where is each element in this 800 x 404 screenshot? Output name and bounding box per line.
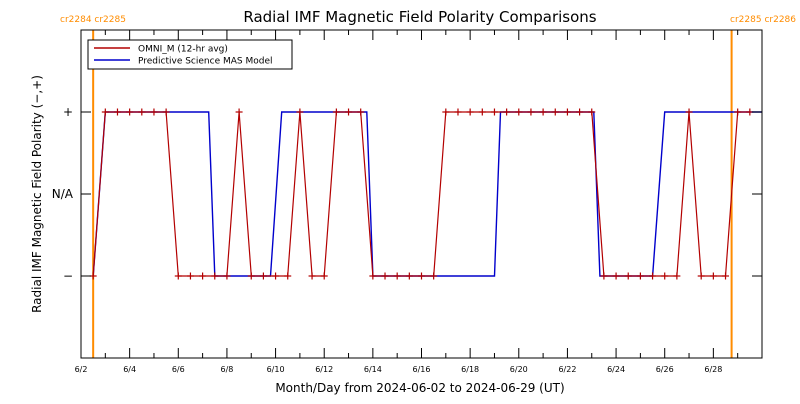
omni-data-point: [320, 272, 328, 280]
omni-data-point: [588, 108, 596, 116]
x-tick-label: 6/8: [220, 365, 233, 374]
x-tick-label: 6/20: [510, 365, 528, 374]
omni-data-point: [101, 108, 109, 116]
omni-data-point: [612, 272, 620, 280]
omni-data-point: [247, 272, 255, 280]
x-tick-label: 6/26: [656, 365, 674, 374]
omni-data-point: [685, 108, 693, 116]
omni-data-point: [235, 108, 243, 116]
x-tick-label: 6/4: [123, 365, 136, 374]
omni-data-point: [466, 108, 474, 116]
x-axis-label: Month/Day from 2024-06-02 to 2024-06-29 …: [275, 381, 564, 395]
omni-data-point: [722, 272, 730, 280]
omni-data-point: [186, 272, 194, 280]
omni-data-point: [126, 108, 134, 116]
omni-data-point: [308, 272, 316, 280]
x-tick-label: 6/16: [413, 365, 431, 374]
omni-data-point: [150, 108, 158, 116]
omni-data-point: [381, 272, 389, 280]
omni-data-point: [369, 272, 377, 280]
carrington-label-right: cr2285 cr2286: [730, 15, 796, 25]
omni-data-point: [503, 108, 511, 116]
y-tick-label: +: [63, 105, 73, 119]
omni-data-point: [490, 108, 498, 116]
omni-data-point: [661, 272, 669, 280]
legend-label: OMNI_M (12-hr avg): [138, 45, 228, 55]
omni-data-point: [393, 272, 401, 280]
legend: OMNI_M (12-hr avg) Predictive Science MAS…: [87, 39, 293, 70]
omni-data-point: [649, 272, 657, 280]
omni-data-point: [162, 108, 170, 116]
x-tick-label: 6/24: [607, 365, 625, 374]
omni-data-point: [113, 108, 121, 116]
omni-data-point: [636, 272, 644, 280]
omni-data-point: [211, 272, 219, 280]
omni-data-point: [430, 272, 438, 280]
omni-data-point: [296, 108, 304, 116]
omni-data-point: [709, 272, 717, 280]
omni-data-point: [527, 108, 535, 116]
omni-data-point: [332, 108, 340, 116]
omni-data-point: [563, 108, 571, 116]
x-tick-label: 6/2: [75, 365, 88, 374]
y-tick-label: N/A: [52, 187, 74, 201]
omni-data-point: [442, 108, 450, 116]
omni-data-point: [418, 272, 425, 280]
omni-data-point: [515, 108, 523, 116]
omni-data-point: [272, 272, 280, 280]
omni-data-point: [284, 272, 292, 280]
x-tick-label: 6/6: [172, 365, 185, 374]
plot-area: [81, 30, 762, 358]
carrington-label-left: cr2284 cr2285: [60, 15, 126, 25]
omni-data-point: [223, 272, 231, 280]
omni-data-point: [345, 108, 353, 116]
x-tick-label: 6/10: [267, 365, 285, 374]
x-tick-label: 6/18: [461, 365, 479, 374]
omni-data-point: [600, 272, 608, 280]
omni-data-point: [138, 108, 146, 116]
legend-label: Predictive Science MAS Model: [138, 57, 273, 67]
chart-title: Radial IMF Magnetic Field Polarity Compa…: [243, 8, 596, 26]
omni-data-point: [174, 272, 182, 280]
omni-data-point: [539, 108, 547, 116]
omni-data-point: [259, 272, 267, 280]
x-tick-label: 6/22: [558, 365, 576, 374]
omni-data-point: [576, 108, 584, 116]
y-axis-label: Radial IMF Magnetic Field Polarity (−,+): [30, 75, 44, 313]
y-tick-label: −: [63, 269, 73, 283]
omni-data-point: [357, 108, 365, 116]
x-tick-label: 6/12: [315, 365, 333, 374]
legend-box: [87, 39, 293, 70]
omni-data-point: [697, 272, 705, 280]
omni-data-point: [551, 108, 559, 116]
omni-data-point: [673, 272, 681, 280]
x-tick-label: 6/14: [364, 365, 382, 374]
omni-data-point: [478, 108, 486, 116]
omni-data-point: [624, 272, 632, 280]
omni-data-point: [734, 108, 742, 116]
omni-data-point: [454, 108, 462, 116]
omni-data-point: [405, 272, 413, 280]
x-tick-label: 6/28: [704, 365, 722, 374]
omni-data-point: [199, 272, 207, 280]
